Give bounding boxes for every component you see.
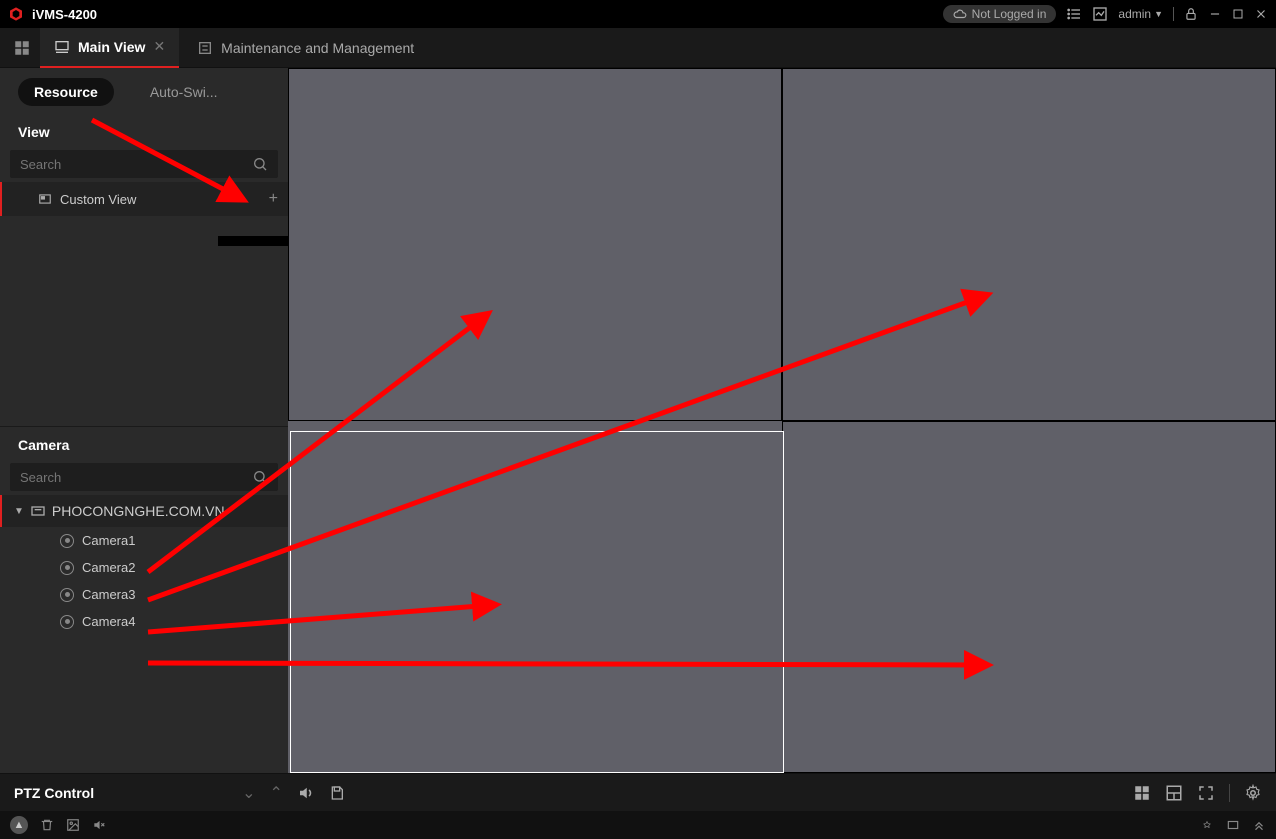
camera-label: Camera2 (82, 560, 135, 575)
view-body (0, 216, 288, 426)
sidebar-tab-autoswitch[interactable]: Auto-Swi... (134, 78, 234, 106)
tabbar: Main View ✕ Maintenance and Management (0, 28, 1276, 68)
tab-maintenance[interactable]: Maintenance and Management (183, 28, 428, 68)
camera-label: Camera4 (82, 614, 135, 629)
sidebar-tab-resource[interactable]: Resource (18, 78, 114, 106)
camera-icon (60, 561, 74, 575)
sidebar: Resource Auto-Swi... View Custom View + … (0, 68, 288, 773)
camera-label: Camera3 (82, 587, 135, 602)
user-menu[interactable]: admin▼ (1118, 7, 1163, 21)
video-cell-4[interactable] (782, 421, 1276, 774)
ptz-label: PTZ Control (14, 785, 94, 801)
app-title: iVMS-4200 (32, 7, 97, 22)
video-cell-3[interactable] (290, 431, 784, 774)
video-cell-2[interactable] (782, 68, 1276, 421)
search-icon (252, 469, 268, 485)
decorative-strip (218, 236, 288, 246)
tab-label: Maintenance and Management (221, 40, 414, 56)
camera-section-title: Camera (0, 427, 288, 459)
close-icon[interactable] (1254, 7, 1268, 21)
chevron-up-icon[interactable]: ⌃ (270, 783, 283, 803)
camera-label: Camera1 (82, 533, 135, 548)
camera-search-input[interactable] (20, 470, 252, 485)
tab-close-icon[interactable]: ✕ (153, 38, 165, 55)
camera-list: Camera1 Camera2 Camera3 Camera4 (0, 527, 288, 635)
device-row[interactable]: ▼ PHOCONGNGHE.COM.VN (0, 495, 288, 527)
camera-section: Camera ▼ PHOCONGNGHE.COM.VN Camera1Camer… (0, 427, 288, 773)
titlebar-left: iVMS-4200 (8, 6, 97, 22)
stats-icon[interactable] (1092, 6, 1108, 22)
video-cell-1[interactable] (288, 68, 782, 421)
window-icon[interactable] (1226, 818, 1240, 832)
view-search-input[interactable] (20, 157, 252, 172)
custom-view-item[interactable]: Custom View + (0, 182, 288, 216)
view-section-title: View (0, 114, 288, 146)
settings-panel-icon (197, 40, 213, 56)
custom-view-label: Custom View (60, 192, 136, 207)
device-icon (30, 503, 46, 519)
image-icon[interactable] (66, 818, 80, 832)
chevron-down-icon: ▼ (1154, 9, 1163, 19)
view-search[interactable] (10, 150, 278, 178)
settings-icon[interactable] (1244, 784, 1262, 802)
cloud-status[interactable]: Not Logged in (943, 5, 1057, 23)
camera-icon (60, 534, 74, 548)
camera-item[interactable]: Camera3 (0, 581, 288, 608)
app-menu-icon[interactable] (8, 34, 36, 62)
monitor-icon (54, 39, 70, 55)
device-name: PHOCONGNGHE.COM.VN (52, 503, 225, 519)
status-bar: ▲ (0, 811, 1276, 839)
camera-item[interactable]: Camera2 (0, 554, 288, 581)
tab-main-view[interactable]: Main View ✕ (40, 28, 179, 68)
camera-item[interactable]: Camera1 (0, 527, 288, 554)
fullscreen-icon[interactable] (1197, 784, 1215, 802)
alert-icon[interactable]: ▲ (10, 816, 28, 834)
bottom-toolbar: PTZ Control ⌄ ⌃ (0, 773, 1276, 811)
video-grid (288, 68, 1276, 773)
camera-search[interactable] (10, 463, 278, 491)
titlebar-right: Not Logged in admin▼ (943, 5, 1268, 23)
view-section: View Custom View + (0, 114, 288, 427)
lock-icon[interactable] (1184, 7, 1198, 21)
sidebar-tabs: Resource Auto-Swi... (0, 68, 288, 114)
view-folder-icon (38, 192, 52, 206)
search-icon (252, 156, 268, 172)
expand-icon[interactable]: ▼ (14, 506, 24, 517)
tab-label: Main View (78, 39, 145, 55)
separator (1229, 784, 1230, 802)
separator (1173, 7, 1174, 21)
camera-item[interactable]: Camera4 (0, 608, 288, 635)
add-view-icon[interactable]: + (269, 190, 278, 208)
titlebar: iVMS-4200 Not Logged in admin▼ (0, 0, 1276, 28)
minimize-icon[interactable] (1208, 7, 1222, 21)
camera-icon (60, 588, 74, 602)
cloud-status-text: Not Logged in (972, 7, 1047, 21)
app-logo-icon (8, 6, 24, 22)
chevron-down-icon[interactable]: ⌄ (242, 783, 255, 803)
maximize-icon[interactable] (1232, 8, 1244, 20)
cloud-icon (953, 7, 967, 21)
pin-icon[interactable] (1200, 818, 1214, 832)
layout-custom-icon[interactable] (1165, 784, 1183, 802)
video-area (288, 68, 1276, 773)
volume-icon[interactable] (297, 784, 315, 802)
layout-grid-icon[interactable] (1133, 784, 1151, 802)
collapse-icon[interactable] (1252, 818, 1266, 832)
list-icon[interactable] (1066, 6, 1082, 22)
camera-icon (60, 615, 74, 629)
main-area: Resource Auto-Swi... View Custom View + … (0, 68, 1276, 773)
trash-icon[interactable] (40, 818, 54, 832)
mute-icon[interactable] (92, 818, 106, 832)
save-icon[interactable] (329, 785, 345, 801)
